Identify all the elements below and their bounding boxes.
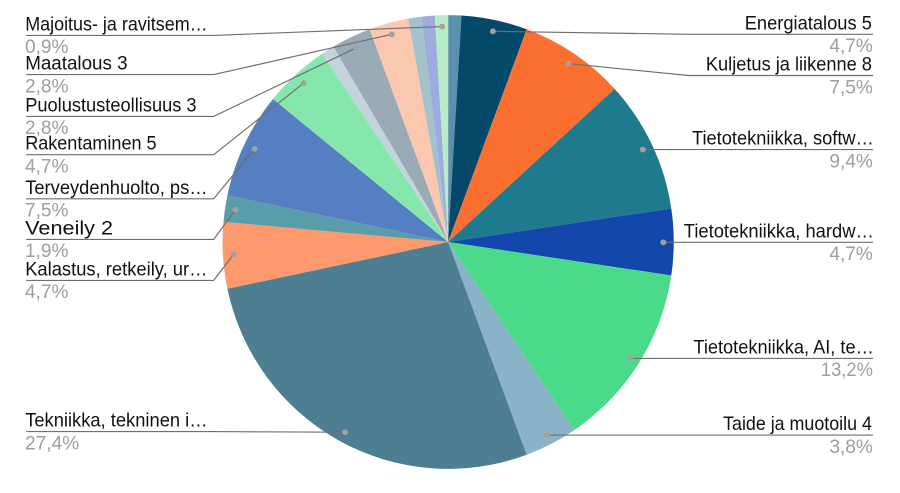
- svg-text:Energiatalous 5: Energiatalous 5: [745, 12, 872, 34]
- svg-text:Tietotekniikka, AI, te…: Tietotekniikka, AI, te…: [693, 336, 873, 358]
- svg-text:Terveydenhuolto, ps…: Terveydenhuolto, ps…: [25, 177, 207, 199]
- svg-text:Kalastus, retkeily, ur…: Kalastus, retkeily, ur…: [25, 258, 207, 280]
- svg-text:4,7%: 4,7%: [829, 243, 873, 265]
- svg-text:7,5%: 7,5%: [25, 200, 69, 222]
- svg-text:Veneily 2: Veneily 2: [25, 217, 113, 239]
- svg-text:2,8%: 2,8%: [25, 117, 69, 139]
- svg-text:Puolustusteollisuus 3: Puolustusteollisuus 3: [25, 94, 196, 116]
- svg-text:4,7%: 4,7%: [829, 35, 873, 57]
- svg-text:4,7%: 4,7%: [25, 156, 69, 178]
- svg-text:7,5%: 7,5%: [829, 76, 873, 98]
- svg-text:Majoitus- ja ravitsem…: Majoitus- ja ravitsem…: [25, 13, 207, 35]
- svg-text:Tietotekniikka, softw…: Tietotekniikka, softw…: [692, 128, 874, 150]
- svg-text:1,9%: 1,9%: [25, 240, 69, 262]
- svg-text:Rakentaminen 5: Rakentaminen 5: [25, 133, 157, 155]
- svg-text:27,4%: 27,4%: [25, 432, 79, 454]
- svg-text:Kuljetus ja liikenne 8: Kuljetus ja liikenne 8: [706, 54, 872, 76]
- svg-text:3,8%: 3,8%: [829, 436, 873, 458]
- svg-text:Tekniikka, tekninen i…: Tekniikka, tekninen i…: [25, 410, 207, 432]
- svg-text:13,2%: 13,2%: [821, 359, 873, 381]
- svg-text:2,8%: 2,8%: [25, 75, 69, 97]
- svg-text:Tietotekniikka, hardw…: Tietotekniikka, hardw…: [684, 220, 874, 242]
- svg-text:Maatalous 3: Maatalous 3: [25, 53, 127, 75]
- svg-text:0,9%: 0,9%: [25, 36, 69, 58]
- svg-text:9,4%: 9,4%: [829, 150, 873, 172]
- svg-text:Taide ja muotoilu 4: Taide ja muotoilu 4: [723, 413, 872, 435]
- svg-text:4,7%: 4,7%: [25, 281, 69, 303]
